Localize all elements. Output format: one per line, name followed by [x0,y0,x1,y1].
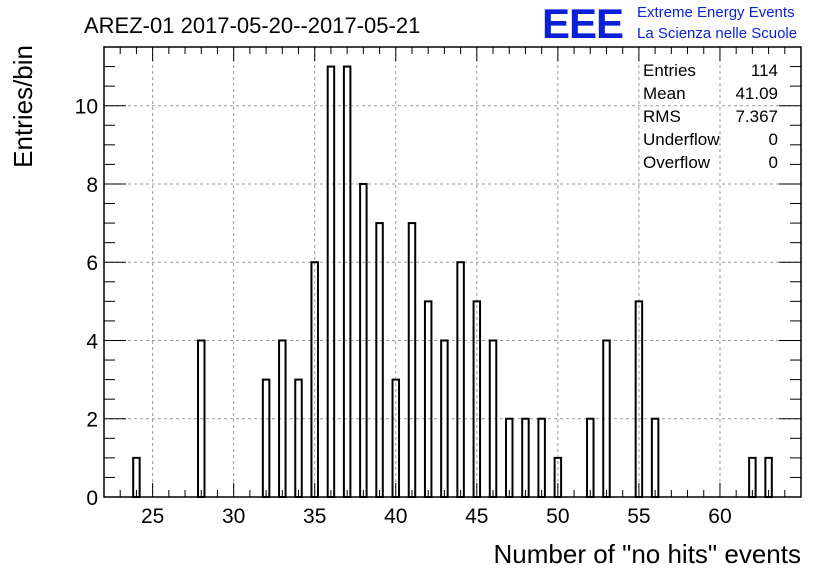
x-axis-title: Number of "no hits" events [494,539,802,569]
plot-frame [103,46,802,498]
grid-lines [104,47,801,497]
histogram-bar [537,417,546,499]
x-tick-label: 30 [222,505,245,528]
y-tick-label: 4 [86,330,98,353]
histogram-bar [407,222,417,499]
stat-value: 0 [769,130,778,149]
x-tick-labels: 25 30 35 40 45 50 55 60 [141,505,732,528]
stat-value: 0 [769,153,778,172]
x-tick-label: 45 [465,505,488,528]
stat-label: Entries [643,61,696,80]
y-axis-title: Entries/bin [8,45,38,168]
stat-label: Underflow [643,130,720,149]
stat-value: 41.09 [735,84,778,103]
histogram-bar [504,417,514,499]
stat-label: RMS [643,107,681,126]
y-tick-label: 8 [86,174,98,197]
logo-line-1: Extreme Energy Events [637,4,795,21]
histogram-bar [456,261,465,498]
histogram-bar [294,378,303,499]
chart-title: AREZ-01 2017-05-20--2017-05-21 [84,13,420,38]
stat-label: Overflow [643,153,711,172]
y-tick-label: 2 [86,409,98,432]
y-tick-labels: 0 2 4 6 8 10 [75,96,99,510]
eee-logo: EEE Extreme Energy Events La Scienza nel… [542,0,797,47]
histogram-bar [278,339,287,499]
x-tick-label: 25 [141,505,164,528]
stat-value: 114 [751,61,778,80]
histogram-bar [261,378,271,499]
histogram-bar [423,300,433,499]
stats-box: Entries 114 Mean 41.09 RMS 7.367 Underflow 0 Ove… [643,61,778,172]
x-tick-label: 35 [303,505,326,528]
y-tick-label: 0 [86,487,98,510]
histogram-bar [521,417,530,499]
axis-ticks [103,46,802,498]
histogram-bar [375,222,384,499]
histogram-bar [586,417,595,499]
histogram-bar [342,65,352,498]
y-tick-label: 6 [86,252,98,275]
histogram-bar [650,417,660,499]
x-tick-label: 55 [627,505,650,528]
histogram-bar [440,339,449,499]
histogram-bar [326,65,336,498]
x-tick-label: 40 [384,505,407,528]
x-tick-label: 50 [546,505,569,528]
histogram-bar [488,339,498,499]
eee-logo-mark: EEE [542,0,623,47]
stat-label: Mean [643,84,686,103]
stat-value: 7.367 [735,107,778,126]
logo-line-2: La Scienza nelle Scuole [637,25,797,42]
x-tick-label: 60 [708,505,731,528]
histogram-bar [602,339,611,499]
y-tick-label: 10 [75,96,98,119]
